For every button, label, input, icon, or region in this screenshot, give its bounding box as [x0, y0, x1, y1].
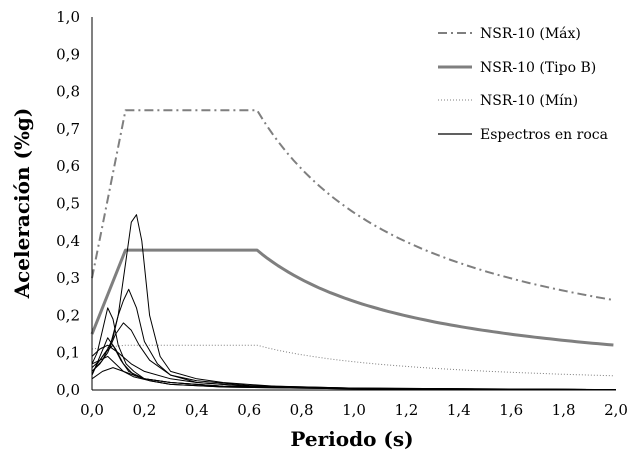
- series-rock-spectrum-8: [91, 355, 617, 391]
- legend-label-rock: Espectros en roca: [480, 127, 608, 143]
- legend-label-min: NSR-10 (Mín): [480, 93, 578, 109]
- y-tick-label: 0,2: [56, 306, 80, 324]
- y-tick-label: 0,0: [56, 381, 80, 399]
- y-tick-label: 1,0: [56, 8, 80, 26]
- x-ticks: 0,0 0,2 0,4 0,6 0,8 1,0 1,2 1,4 1,6 1,8 2,0: [80, 401, 628, 419]
- x-tick-label: 1,8: [552, 401, 576, 419]
- y-tick-label: 0,6: [56, 157, 80, 175]
- y-tick-label: 0,8: [56, 83, 80, 101]
- x-tick-label: 0,2: [132, 401, 156, 419]
- series-rock-spectrum-3: [91, 307, 617, 391]
- x-axis-title: Periodo (s): [290, 427, 413, 451]
- x-tick-label: 0,8: [290, 401, 314, 419]
- series-nsr10-max: [91, 109, 614, 301]
- y-tick-label: 0,7: [56, 120, 80, 138]
- x-tick-label: 1,6: [499, 401, 523, 419]
- x-tick-label: 0,6: [237, 401, 261, 419]
- y-tick-label: 0,3: [56, 269, 80, 287]
- x-tick-label: 1,4: [447, 401, 471, 419]
- x-tick-label: 0,0: [80, 401, 104, 419]
- series-nsr10-tipo-b: [90, 248, 614, 347]
- series-nsr10-min: [91, 344, 614, 377]
- series-rock-spectrum-9: [91, 367, 617, 391]
- y-tick-label: 0,9: [56, 45, 80, 63]
- legend: NSR-10 (Máx) NSR-10 (Tipo B) NSR-10 (Mín…: [438, 26, 608, 143]
- x-tick-label: 1,0: [342, 401, 366, 419]
- x-tick-label: 2,0: [604, 401, 628, 419]
- y-tick-label: 0,5: [56, 195, 80, 213]
- series-rock-spectrum-4: [91, 322, 617, 391]
- y-tick-label: 0,4: [56, 232, 80, 250]
- x-tick-label: 1,2: [394, 401, 418, 419]
- legend-label-max: NSR-10 (Máx): [480, 26, 581, 42]
- axes: [91, 17, 616, 391]
- x-tick-label: 0,4: [185, 401, 209, 419]
- legend-label-tipo-b: NSR-10 (Tipo B): [480, 60, 596, 76]
- y-ticks: 0,0 0,1 0,2 0,3 0,4 0,5 0,6 0,7 0,8 0,9 1,0: [56, 8, 80, 399]
- y-tick-label: 0,1: [56, 344, 80, 362]
- y-axis-title: Aceleración (%g): [10, 108, 34, 300]
- plot-lines: [90, 109, 617, 391]
